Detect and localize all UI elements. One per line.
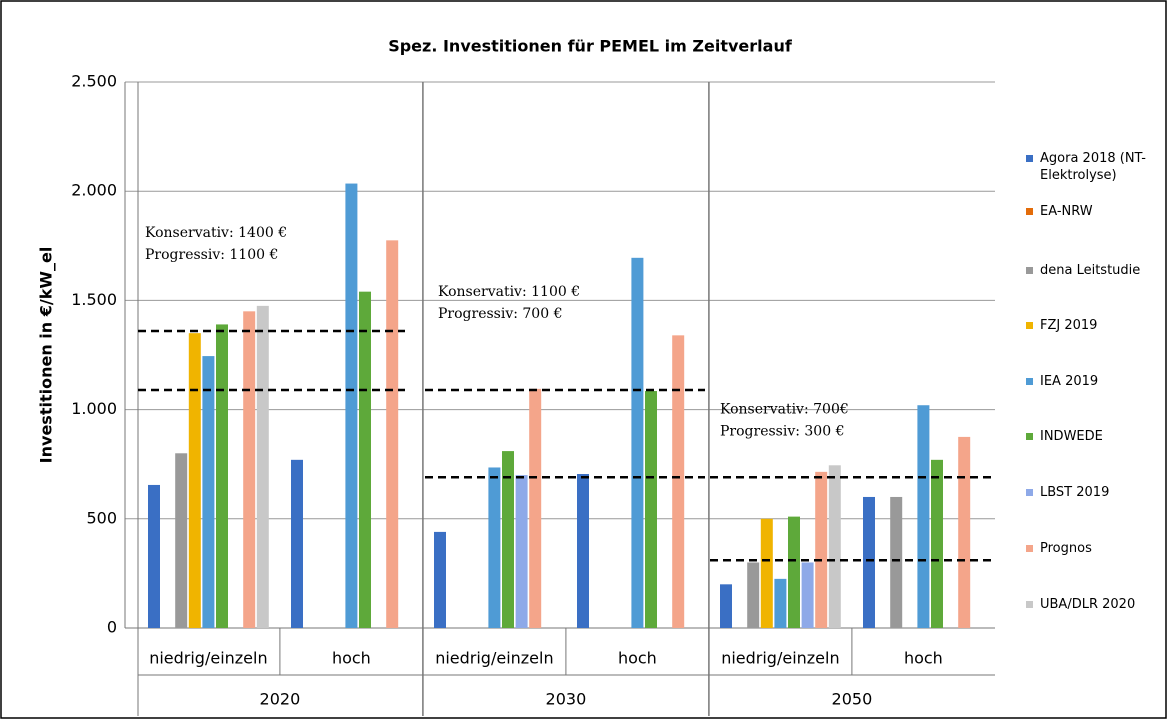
bar [917, 405, 930, 628]
legend-swatch [1026, 208, 1033, 215]
legend-label: Agora 2018 (NT-Elektrolyse) [1040, 151, 1146, 183]
legend-label: FZJ 2019 [1040, 318, 1098, 333]
legend-item: LBST 2019 [1024, 484, 1164, 501]
y-tick-label: 1.000 [71, 399, 117, 418]
legend-swatch [1026, 433, 1033, 440]
legend-item: FZJ 2019 [1024, 317, 1164, 334]
bar [645, 391, 657, 628]
bar [502, 451, 514, 628]
y-tick-label: 500 [86, 508, 117, 527]
bar [216, 324, 228, 628]
bar [958, 436, 971, 628]
bar [188, 333, 201, 628]
legend-swatch [1026, 489, 1033, 496]
chart-title: Spez. Investitionen für PEMEL im Zeitver… [388, 37, 793, 56]
bar [672, 335, 685, 628]
legend-swatch [1026, 322, 1033, 329]
bar [434, 531, 446, 628]
legend-swatch [1026, 378, 1033, 385]
legend-label: EA-NRW [1040, 204, 1093, 219]
y-tick-label: 1.500 [71, 290, 117, 309]
legend-item: dena Leitstudie [1024, 262, 1164, 279]
bar [828, 465, 841, 628]
bar [291, 459, 303, 628]
annotation: Konservativ: 1100 € [438, 284, 580, 300]
bar [243, 311, 256, 628]
bar [788, 516, 800, 628]
y-tick-label: 2.000 [71, 181, 117, 200]
legend-label: IEA 2019 [1040, 374, 1099, 389]
bar [175, 453, 188, 628]
y-tick-label: 2.500 [71, 72, 117, 91]
bar [577, 474, 589, 628]
legend-label: INDWEDE [1040, 429, 1103, 444]
bar [202, 356, 215, 628]
bar [631, 257, 644, 628]
bar [890, 496, 903, 628]
y-axis-label: Investitionen in €/kW_el [37, 247, 56, 464]
legend-item: INDWEDE [1024, 428, 1164, 445]
x-tick-label: hoch [332, 649, 371, 668]
bar [345, 183, 358, 628]
legend-swatch [1026, 267, 1033, 274]
legend-label: dena Leitstudie [1040, 263, 1141, 278]
x-tick-label: niedrig/einzeln [149, 649, 267, 668]
bar [359, 291, 371, 628]
annotation: Progressiv: 300 € [720, 423, 844, 439]
x-tick-label: niedrig/einzeln [435, 649, 553, 668]
bar [760, 518, 773, 628]
legend-label: LBST 2019 [1040, 485, 1110, 500]
annotation: Konservativ: 700€ [720, 401, 849, 417]
legend-item: Prognos [1024, 540, 1164, 557]
annotation: Konservativ: 1400 € [145, 225, 287, 241]
bar [386, 240, 399, 628]
bar [148, 484, 160, 628]
bar [488, 467, 501, 628]
legend-item: Agora 2018 (NT-Elektrolyse) [1024, 150, 1164, 184]
legend-swatch [1026, 545, 1033, 552]
bar [931, 459, 943, 628]
x-tick-label: niedrig/einzeln [721, 649, 839, 668]
bar [863, 496, 875, 628]
bar [747, 562, 760, 628]
bar [801, 562, 814, 628]
legend-item: UBA/DLR 2020 [1024, 596, 1164, 613]
bar [815, 471, 828, 628]
legend-swatch [1026, 601, 1033, 608]
legend-swatch [1026, 155, 1033, 162]
group-label: 2020 [260, 690, 301, 709]
y-tick-label: 0 [107, 618, 117, 637]
annotation: Progressiv: 700 € [438, 306, 562, 322]
bar [720, 584, 732, 628]
legend-item: IEA 2019 [1024, 373, 1164, 390]
annotation: Progressiv: 1100 € [145, 247, 278, 263]
bar [256, 305, 269, 628]
bar [529, 388, 542, 628]
legend-label: Prognos [1040, 541, 1092, 556]
legend-label: UBA/DLR 2020 [1040, 597, 1136, 612]
x-tick-label: hoch [618, 649, 657, 668]
x-tick-label: hoch [904, 649, 943, 668]
bar [774, 578, 787, 628]
group-label: 2030 [546, 690, 587, 709]
legend-item: EA-NRW [1024, 203, 1164, 220]
group-label: 2050 [832, 690, 873, 709]
bar [515, 475, 528, 628]
